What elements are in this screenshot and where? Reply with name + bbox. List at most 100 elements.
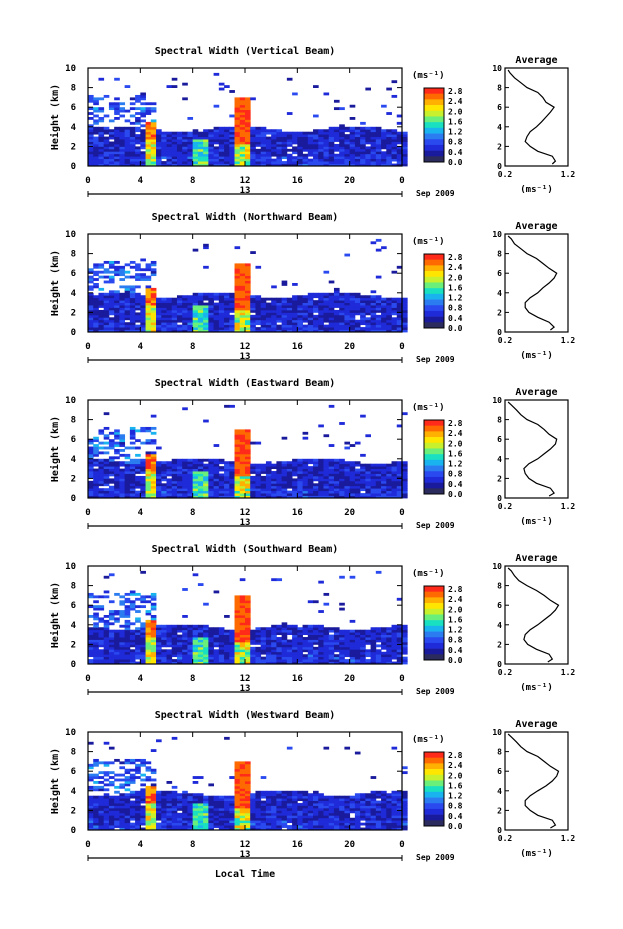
heatmap-cell [119,300,126,303]
heatmap-cell [156,634,162,638]
heatmap-cell [98,295,105,299]
heatmap-cell [114,456,120,460]
heatmap-cell [140,319,146,323]
heatmap-cell [187,490,194,494]
heatmap-cell [265,637,272,640]
heatmap-cell [208,488,214,492]
heatmap-cell [156,307,162,311]
heatmap-cell [145,656,152,660]
heatmap-cell [239,634,246,638]
heatmap-cell [150,654,157,658]
heatmap-cell [297,495,303,499]
colorbar-label: 2.8 [448,87,463,96]
heatmap-cell [150,163,157,167]
panel-title: Spectral Width (Westward Beam) [155,709,336,721]
heatmap-cell [124,644,131,648]
heatmap-cell [224,309,230,313]
heatmap-cell [323,592,330,596]
heatmap-cell [161,302,167,306]
heatmap-cell [339,134,345,137]
heatmap-cell [339,158,345,162]
heatmap-cell [145,490,152,494]
heatmap-cell [234,319,241,323]
heatmap-cell [187,649,194,653]
heatmap-cell [114,305,120,308]
heatmap-cell [88,649,94,653]
heatmap-cell [218,634,225,638]
heatmap-cell [119,468,126,472]
heatmap-cell [88,324,94,328]
x-tick-label: 0 [399,674,404,684]
x-tick-label: 16 [292,508,303,518]
heatmap-cell [88,627,94,631]
heatmap-cell [156,646,162,650]
heatmap-cell [234,278,241,281]
heatmap-cell [360,305,366,308]
heatmap-cell [224,327,230,330]
heatmap-cell [208,139,214,142]
heatmap-cell [396,302,403,306]
heatmap-cell [114,610,120,613]
heatmap-cell [402,141,408,145]
heatmap-cell [339,161,345,164]
heatmap-cell [271,161,277,164]
y-tick-label: 4 [71,621,77,631]
heatmap-cell [93,327,99,330]
heatmap-cell [135,619,141,623]
heatmap-cell [108,324,115,328]
heatmap-cell [313,473,319,477]
heatmap-cell [333,139,340,142]
heatmap-cell [171,810,178,814]
heatmap-cell [176,307,183,311]
heatmap-cell [349,297,356,301]
heatmap-cell [391,483,398,487]
colorbar-swatch [424,620,444,627]
heatmap-cell [260,314,267,318]
colorbar-swatch [424,465,444,472]
heatmap-cell [239,468,246,472]
heatmap-cell [245,629,251,633]
heatmap-cell [98,803,105,806]
heatmap-cell [98,771,105,775]
heatmap-cell [192,151,199,155]
heatmap-cell [161,803,167,806]
heatmap-cell [208,478,214,482]
heatmap-cell [218,329,225,333]
heatmap-cell [239,292,246,296]
heatmap-cell [208,297,214,301]
heatmap-cell [114,639,120,643]
heatmap-cell [150,807,157,811]
heatmap-cell [192,495,199,499]
heatmap-cell [245,444,251,447]
heatmap-cell [297,297,303,301]
heatmap-cell [103,156,110,160]
heatmap-cell [135,661,141,665]
heatmap-cell [203,495,209,499]
heatmap-cell [93,278,99,281]
heatmap-cell [323,646,330,650]
heatmap-cell [265,654,272,658]
x-tick-label: 0 [85,176,90,186]
heatmap-cell [323,458,330,462]
heatmap-cell [302,300,309,303]
heatmap-cell [396,312,403,316]
heatmap-cell [391,312,398,316]
colorbar-unit: (ms⁻¹) [412,237,445,247]
heatmap-cell [297,158,303,162]
heatmap-cell [323,634,330,638]
heatmap-cell [129,441,136,445]
heatmap-cell [281,637,288,640]
heatmap-cell [156,639,162,643]
heatmap-cell [135,317,141,321]
heatmap-cell [145,485,152,489]
colorbar-swatch [424,93,444,100]
heatmap-cell [150,615,157,618]
heatmap-cell [333,634,340,638]
heatmap-cell [245,637,251,640]
heatmap-cell [150,161,157,164]
heatmap-cell [333,483,340,487]
profile-line [507,69,557,165]
heatmap-cell [370,634,377,638]
heatmap-cell [281,280,288,284]
x-tick-label: 12 [240,176,251,186]
